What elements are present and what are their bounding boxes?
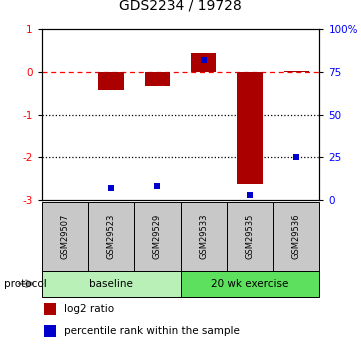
Text: 20 wk exercise: 20 wk exercise [211,279,289,289]
Text: GSM29529: GSM29529 [153,214,162,259]
Text: GSM29536: GSM29536 [292,214,301,259]
Text: log2 ratio: log2 ratio [64,304,114,314]
Bar [134,202,180,271]
Text: GSM29533: GSM29533 [199,214,208,259]
Bar [227,202,273,271]
Text: protocol: protocol [4,279,46,289]
Text: GSM29523: GSM29523 [106,214,116,259]
Bar [145,72,170,86]
Text: GSM29535: GSM29535 [245,214,255,259]
Bar [44,303,56,315]
Bar [42,271,180,297]
Text: baseline: baseline [89,279,133,289]
Bar [44,325,56,337]
Bar [180,202,227,271]
Bar [42,202,88,271]
Bar [237,72,263,184]
Text: percentile rank within the sample: percentile rank within the sample [64,326,240,336]
Bar [180,271,319,297]
Bar [273,202,319,271]
Bar [98,72,124,90]
Bar [191,53,216,72]
Text: GSM29507: GSM29507 [60,214,69,259]
Bar [88,202,134,271]
Bar [284,71,309,72]
Text: GDS2234 / 19728: GDS2234 / 19728 [119,0,242,12]
